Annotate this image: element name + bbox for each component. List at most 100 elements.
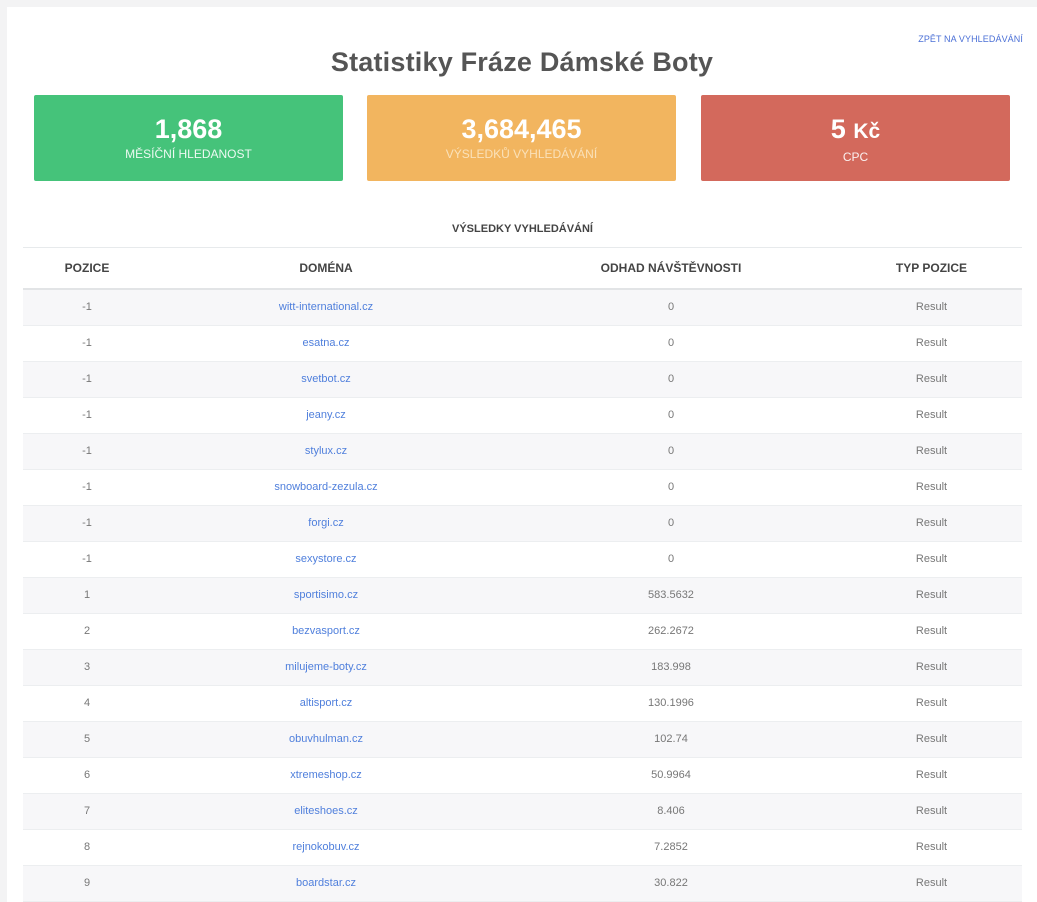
cell-traffic-estimate: 0: [501, 289, 841, 326]
table-row: -1 esatna.cz 0 Result: [23, 325, 1022, 362]
cell-position: -1: [23, 325, 151, 362]
cell-position-type: Result: [841, 469, 1022, 506]
table-row: 4 altisport.cz 130.1996 Result: [23, 685, 1022, 722]
table-row: -1 sexystore.cz 0 Result: [23, 541, 1022, 578]
cell-position-type: Result: [841, 721, 1022, 758]
cell-traffic-estimate: 0: [501, 505, 841, 542]
cell-domain-link[interactable]: forgi.cz: [151, 505, 501, 542]
cpc-value-group: 5 Kč: [701, 114, 1010, 147]
table-row: 6 xtremeshop.cz 50.9964 Result: [23, 757, 1022, 794]
cell-position-type: Result: [841, 865, 1022, 902]
cell-position: 4: [23, 685, 151, 722]
cell-domain-link[interactable]: sportisimo.cz: [151, 577, 501, 614]
results-table-caption: VÝSLEDKY VYHLEDÁVÁNÍ: [23, 215, 1022, 248]
monthly-search-label: MĚSÍČNÍ HLEDANOST: [125, 147, 252, 161]
table-row: -1 forgi.cz 0 Result: [23, 505, 1022, 542]
cell-position: -1: [23, 433, 151, 470]
cell-position: 2: [23, 613, 151, 650]
cell-position-type: Result: [841, 325, 1022, 362]
cell-position: 1: [23, 577, 151, 614]
search-results-card: 3,684,465 VÝSLEDKŮ VYHLEDÁVÁNÍ: [367, 95, 676, 181]
cell-traffic-estimate: 7.2852: [501, 829, 841, 866]
cell-traffic-estimate: 0: [501, 469, 841, 506]
cell-domain-link[interactable]: witt-international.cz: [151, 289, 501, 326]
results-table-body: -1 witt-international.cz 0 Result -1 esatna.c…: [23, 289, 1022, 902]
cell-domain-link[interactable]: eliteshoes.cz: [151, 793, 501, 830]
cell-domain-link[interactable]: boardstar.cz: [151, 865, 501, 902]
cell-position-type: Result: [841, 433, 1022, 470]
column-header-position-type: TYP POZICE: [841, 248, 1022, 290]
table-row: -1 witt-international.cz 0 Result: [23, 289, 1022, 326]
cell-position-type: Result: [841, 613, 1022, 650]
cell-position: 9: [23, 865, 151, 902]
table-row: 1 sportisimo.cz 583.5632 Result: [23, 577, 1022, 614]
cpc-label: CPC: [842, 150, 869, 164]
cell-position: -1: [23, 469, 151, 506]
search-results-value: 3,684,465: [461, 114, 582, 144]
table-row: 5 obuvhulman.cz 102.74 Result: [23, 721, 1022, 758]
cell-position-type: Result: [841, 829, 1022, 866]
cell-position-type: Result: [841, 649, 1022, 686]
cell-domain-link[interactable]: svetbot.cz: [151, 361, 501, 398]
table-row: 9 boardstar.cz 30.822 Result: [23, 865, 1022, 902]
cell-domain-link[interactable]: milujeme-boty.cz: [151, 649, 501, 686]
cell-position: -1: [23, 505, 151, 542]
cell-domain-link[interactable]: sexystore.cz: [151, 541, 501, 578]
cell-position: -1: [23, 289, 151, 326]
column-header-domain: DOMÉNA: [151, 248, 501, 290]
cell-domain-link[interactable]: obuvhulman.cz: [151, 721, 501, 758]
cell-position: 6: [23, 757, 151, 794]
cell-domain-link[interactable]: xtremeshop.cz: [151, 757, 501, 794]
cell-position-type: Result: [841, 505, 1022, 542]
cell-position: -1: [23, 361, 151, 398]
cpc-unit: Kč: [853, 120, 881, 143]
cell-position-type: Result: [841, 397, 1022, 434]
search-results-label: VÝSLEDKŮ VYHLEDÁVÁNÍ: [445, 147, 598, 161]
cell-domain-link[interactable]: bezvasport.cz: [151, 613, 501, 650]
cell-traffic-estimate: 583.5632: [501, 577, 841, 614]
cell-traffic-estimate: 50.9964: [501, 757, 841, 794]
cell-traffic-estimate: 8.406: [501, 793, 841, 830]
cell-domain-link[interactable]: rejnokobuv.cz: [151, 829, 501, 866]
monthly-search-value: 1,868: [154, 114, 223, 144]
table-row: -1 stylux.cz 0 Result: [23, 433, 1022, 470]
cell-position: 3: [23, 649, 151, 686]
table-row: 3 milujeme-boty.cz 183.998 Result: [23, 649, 1022, 686]
cell-traffic-estimate: 130.1996: [501, 685, 841, 722]
back-to-search-link[interactable]: ZPĚT NA VYHLEDÁVÁNÍ: [918, 34, 1023, 44]
cell-position: 7: [23, 793, 151, 830]
table-row: 2 bezvasport.cz 262.2672 Result: [23, 613, 1022, 650]
cell-position-type: Result: [841, 289, 1022, 326]
cell-traffic-estimate: 0: [501, 397, 841, 434]
cell-position-type: Result: [841, 793, 1022, 830]
cell-position: -1: [23, 397, 151, 434]
cell-traffic-estimate: 0: [501, 433, 841, 470]
cell-domain-link[interactable]: stylux.cz: [151, 433, 501, 470]
cell-position-type: Result: [841, 541, 1022, 578]
cell-position-type: Result: [841, 361, 1022, 398]
column-header-traffic-estimate: ODHAD NÁVŠTĚVNOSTI: [501, 248, 841, 290]
cpc-card: 5 Kč CPC: [701, 95, 1010, 181]
cell-position: 5: [23, 721, 151, 758]
table-header-row: POZICE DOMÉNA ODHAD NÁVŠTĚVNOSTI TYP POZ…: [23, 248, 1022, 290]
cell-traffic-estimate: 183.998: [501, 649, 841, 686]
cell-domain-link[interactable]: jeany.cz: [151, 397, 501, 434]
cpc-value: 5: [830, 114, 846, 144]
cell-domain-link[interactable]: altisport.cz: [151, 685, 501, 722]
cell-position: -1: [23, 541, 151, 578]
cell-traffic-estimate: 0: [501, 541, 841, 578]
cell-domain-link[interactable]: snowboard-zezula.cz: [151, 469, 501, 506]
table-row: -1 svetbot.cz 0 Result: [23, 361, 1022, 398]
cell-position-type: Result: [841, 757, 1022, 794]
cell-traffic-estimate: 0: [501, 325, 841, 362]
table-row: -1 jeany.cz 0 Result: [23, 397, 1022, 434]
table-row: 7 eliteshoes.cz 8.406 Result: [23, 793, 1022, 830]
results-table: POZICE DOMÉNA ODHAD NÁVŠTĚVNOSTI TYP POZ…: [23, 248, 1022, 902]
cell-traffic-estimate: 262.2672: [501, 613, 841, 650]
table-row: 8 rejnokobuv.cz 7.2852 Result: [23, 829, 1022, 866]
cell-position-type: Result: [841, 577, 1022, 614]
cell-traffic-estimate: 0: [501, 361, 841, 398]
cell-traffic-estimate: 102.74: [501, 721, 841, 758]
cell-domain-link[interactable]: esatna.cz: [151, 325, 501, 362]
table-row: -1 snowboard-zezula.cz 0 Result: [23, 469, 1022, 506]
